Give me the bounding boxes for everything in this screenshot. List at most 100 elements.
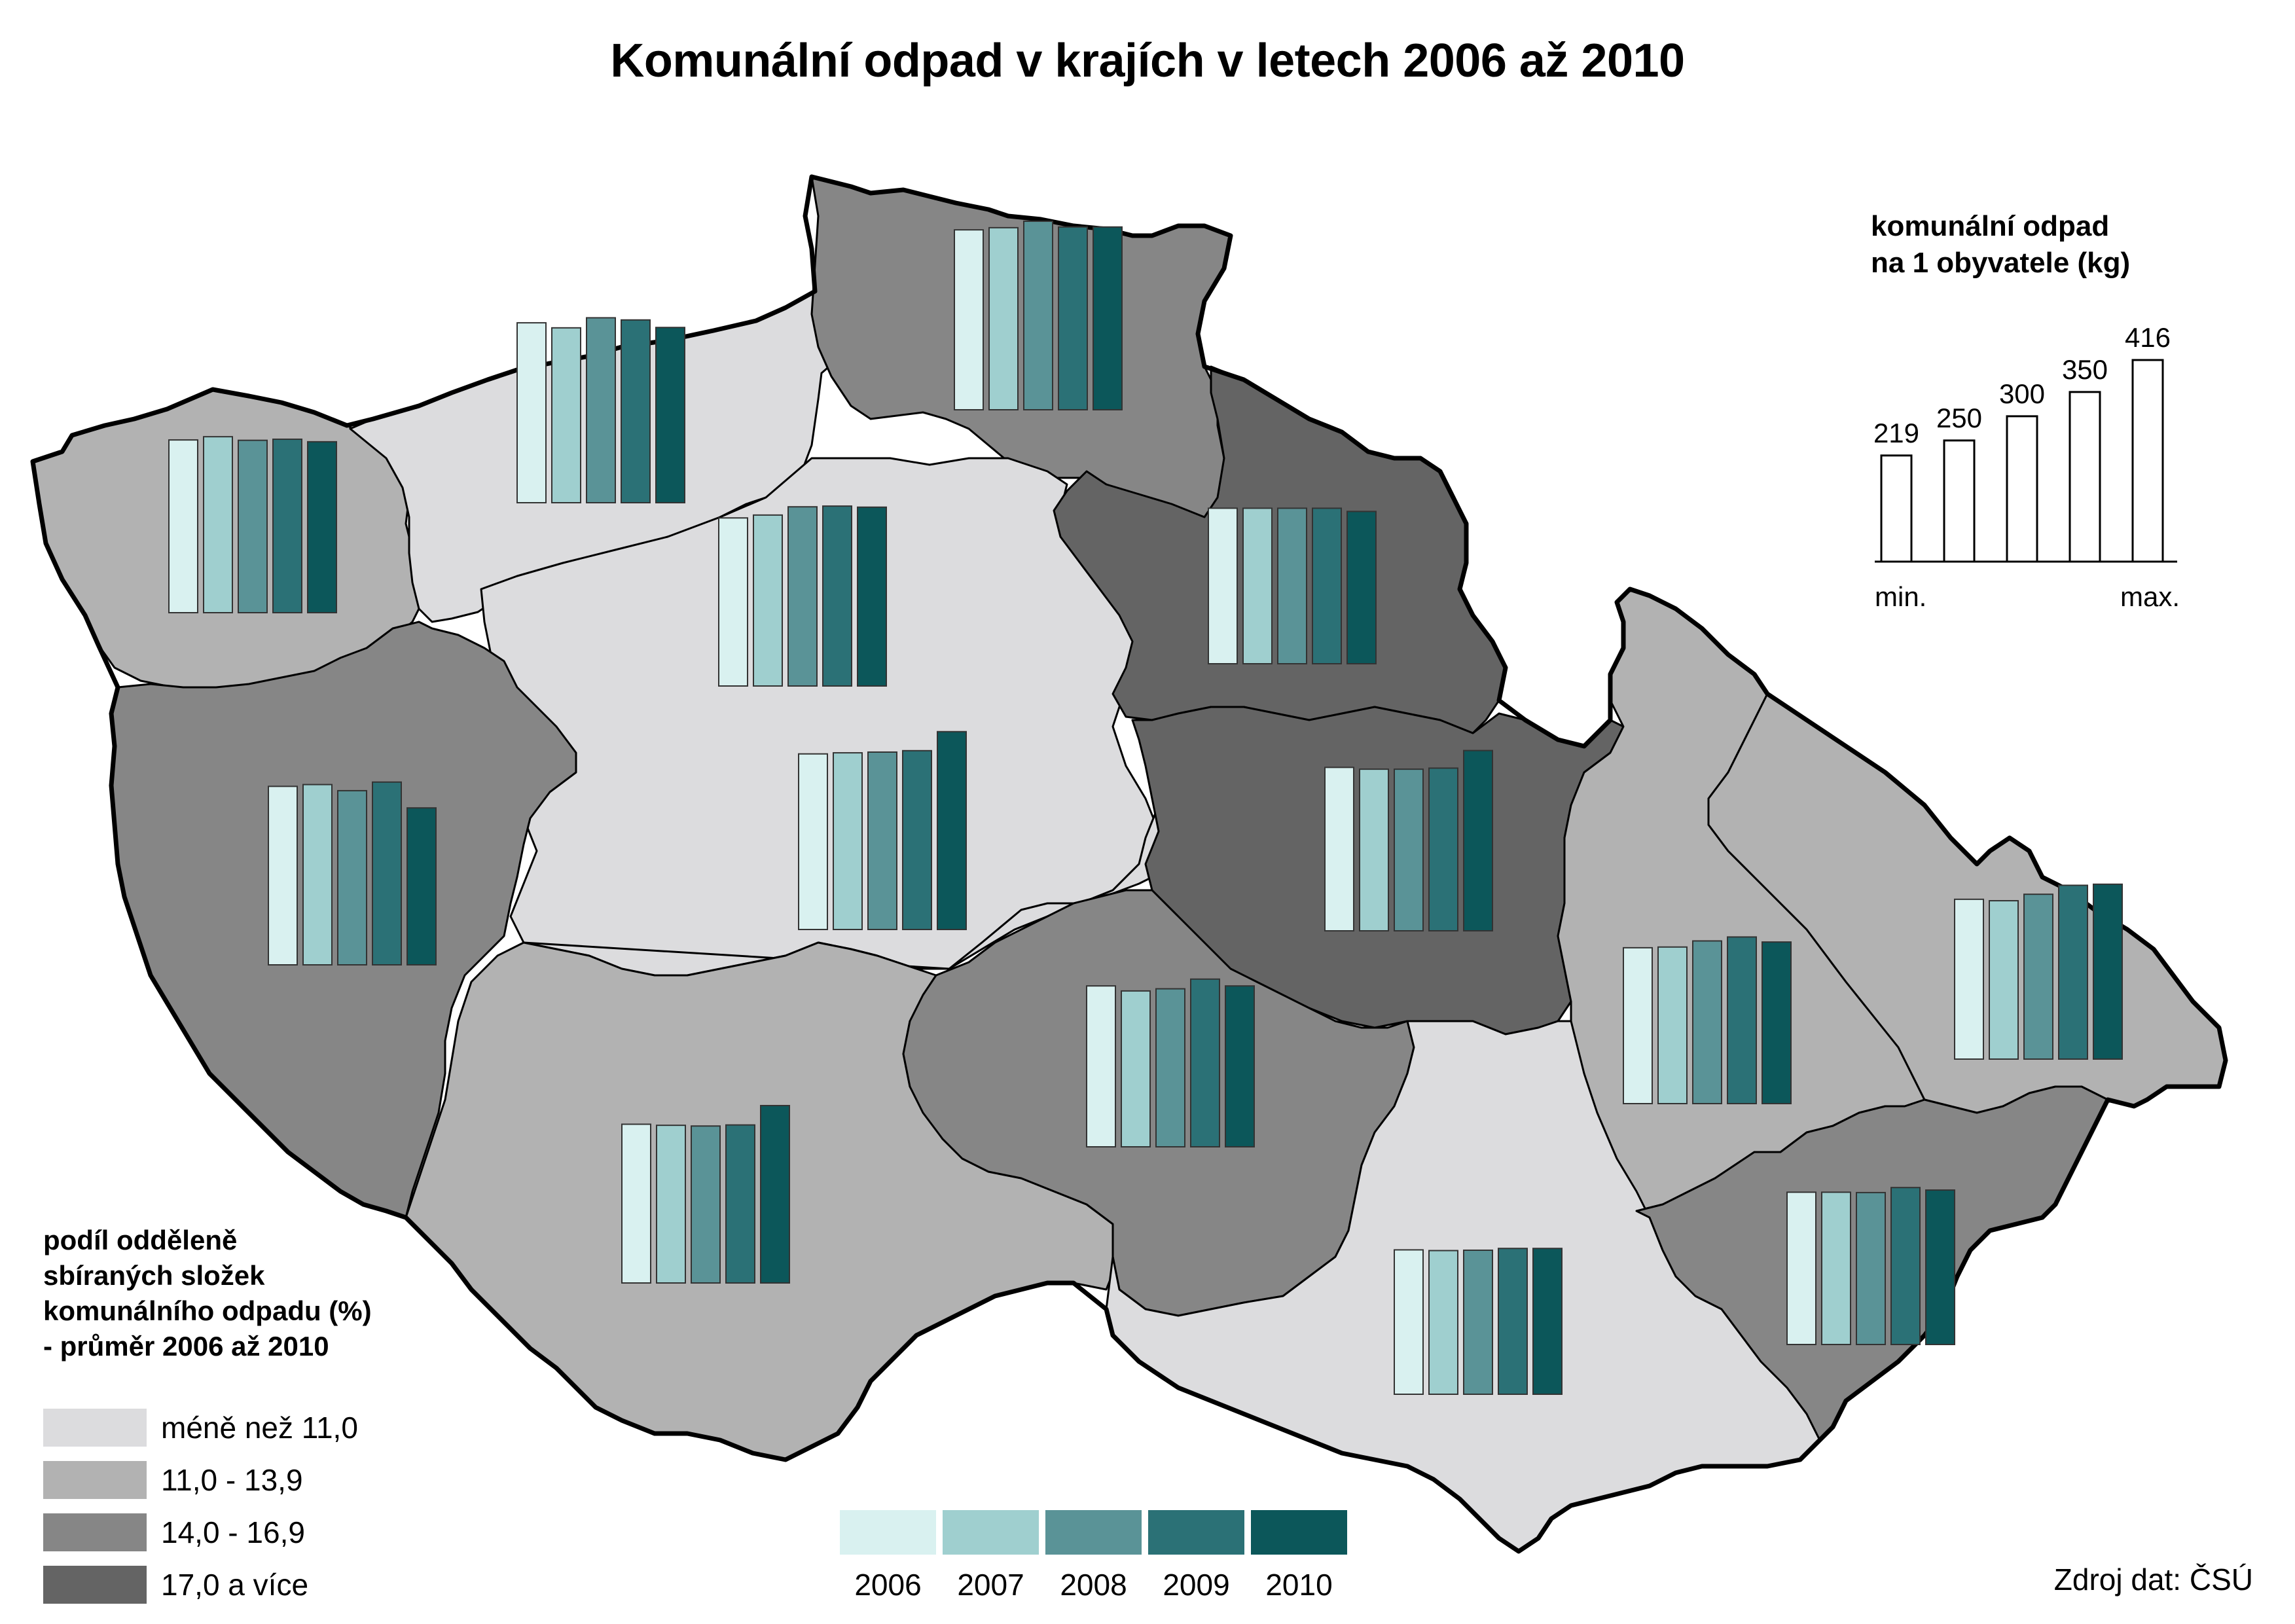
legend-item: méně než 11,0 <box>43 1405 358 1451</box>
bar-2010 <box>1346 511 1377 664</box>
reference-value-label: 416 <box>2125 322 2171 353</box>
bar-2010 <box>760 1104 790 1284</box>
bar-2007 <box>988 226 1019 410</box>
bar-2009 <box>902 749 932 930</box>
reference-max-label: max. <box>2120 581 2180 612</box>
bar-2007 <box>302 784 333 965</box>
bar-2010 <box>1762 941 1792 1104</box>
legend-label: 14,0 - 16,9 <box>161 1515 305 1549</box>
bar-2009 <box>822 505 852 687</box>
bar-2007 <box>1242 507 1273 664</box>
bar-2008 <box>1155 988 1185 1148</box>
bar-2008 <box>787 506 818 687</box>
region-bar-chart <box>954 220 1123 410</box>
region-bar-chart <box>516 317 685 503</box>
year-legend: 2006 2007 2008 2009 2010 <box>837 1509 1350 1602</box>
reference-min-label: min. <box>1875 581 1926 612</box>
legend-title-line: podíl odděleně <box>43 1225 238 1255</box>
bar-2008 <box>1394 768 1424 931</box>
region-bar-chart <box>168 436 337 614</box>
year-swatch <box>839 1509 937 1555</box>
year-legend-item: 2009 <box>1145 1509 1248 1602</box>
reference-value-label: 300 <box>1999 378 2045 409</box>
reference-value-label: 219 <box>1873 418 1919 448</box>
year-label: 2008 <box>1060 1568 1127 1602</box>
legend-item: 11,0 - 13,9 <box>43 1457 303 1503</box>
bar-2007 <box>551 327 581 503</box>
region-bar-chart <box>1786 1187 1955 1346</box>
region-bar-chart <box>1208 507 1377 664</box>
reference-bar <box>2131 359 2164 563</box>
year-label: 2009 <box>1163 1568 1230 1602</box>
bar-2008 <box>337 789 367 966</box>
bar-2006 <box>1623 947 1653 1104</box>
bar-2006 <box>621 1123 651 1284</box>
map-title: Komunální odpad v krajích v letech 2006 … <box>610 35 1685 87</box>
reference-value-label: 250 <box>1936 403 1982 433</box>
bar-2009 <box>1058 226 1088 410</box>
bar-2007 <box>833 752 863 930</box>
legend-title-line: komunálního odpadu (%) <box>43 1295 372 1326</box>
bar-2006 <box>1954 898 1984 1060</box>
legend-label: 11,0 - 13,9 <box>161 1463 303 1497</box>
region-bar-chart <box>621 1104 790 1284</box>
year-label: 2010 <box>1265 1568 1333 1602</box>
bar-2006 <box>954 229 984 410</box>
bar-2008 <box>1277 507 1307 664</box>
bar-2010 <box>937 731 967 931</box>
bar-2010 <box>1463 749 1493 931</box>
region-bar-chart <box>1086 978 1255 1148</box>
region-bar-chart <box>1394 1248 1563 1396</box>
legend-swatch <box>43 1409 147 1447</box>
reference-value-label: 350 <box>2062 354 2108 385</box>
reference-bar <box>2069 391 2101 563</box>
year-legend-item: 2008 <box>1042 1509 1145 1602</box>
bar-2008 <box>1856 1191 1886 1345</box>
bar-2008 <box>691 1125 721 1284</box>
bar-2007 <box>753 514 783 687</box>
bar-2010 <box>1225 985 1255 1147</box>
legend-label: 17,0 a více <box>161 1568 309 1602</box>
bar-2009 <box>725 1124 755 1284</box>
country-outline <box>30 174 2228 1554</box>
bar-2007 <box>1359 768 1389 931</box>
reference-chart: 219 250 300 350 416 min. max. <box>1873 322 2180 612</box>
legend-title: podíl odděleně sbíraných složek komunáln… <box>43 1223 372 1364</box>
bar-2006 <box>268 785 298 965</box>
region-bar-chart <box>798 731 967 931</box>
bar-2009 <box>2058 884 2088 1060</box>
year-swatch <box>1045 1509 1142 1555</box>
bar-2006 <box>1394 1249 1424 1395</box>
year-legend-item: 2006 <box>837 1509 939 1602</box>
bar-2009 <box>272 439 302 614</box>
bar-2008 <box>1692 940 1722 1104</box>
bar-2007 <box>1428 1250 1458 1396</box>
legend-swatch <box>43 1461 147 1499</box>
bar-2009 <box>1890 1187 1921 1346</box>
region-bar-chart <box>1954 883 2123 1060</box>
bar-2006 <box>1786 1191 1816 1345</box>
bar-2010 <box>655 327 685 503</box>
bar-2006 <box>516 322 547 503</box>
reference-bar <box>1943 439 1976 563</box>
year-swatch <box>942 1509 1039 1555</box>
legend-item: 17,0 a více <box>43 1562 308 1608</box>
bar-2006 <box>1324 767 1354 931</box>
bar-2009 <box>1498 1248 1528 1395</box>
bar-2007 <box>203 436 233 613</box>
bar-2009 <box>621 319 651 503</box>
bar-2007 <box>1989 900 2019 1060</box>
legend-swatch <box>43 1566 147 1604</box>
bar-2008 <box>2023 893 2053 1060</box>
bar-2010 <box>1093 226 1123 410</box>
bar-2008 <box>867 751 897 930</box>
legend-item: 14,0 - 16,9 <box>43 1509 305 1555</box>
reference-chart-title: komunální odpad na 1 obyvatele (kg) <box>1871 208 2130 281</box>
legend-label: méně než 11,0 <box>161 1411 358 1445</box>
bar-2009 <box>1312 507 1342 664</box>
legend-title-line: - průměr 2006 až 2010 <box>43 1331 329 1362</box>
bar-2007 <box>1821 1191 1851 1345</box>
region-bar-chart <box>268 781 437 966</box>
reference-bar <box>2006 415 2038 563</box>
